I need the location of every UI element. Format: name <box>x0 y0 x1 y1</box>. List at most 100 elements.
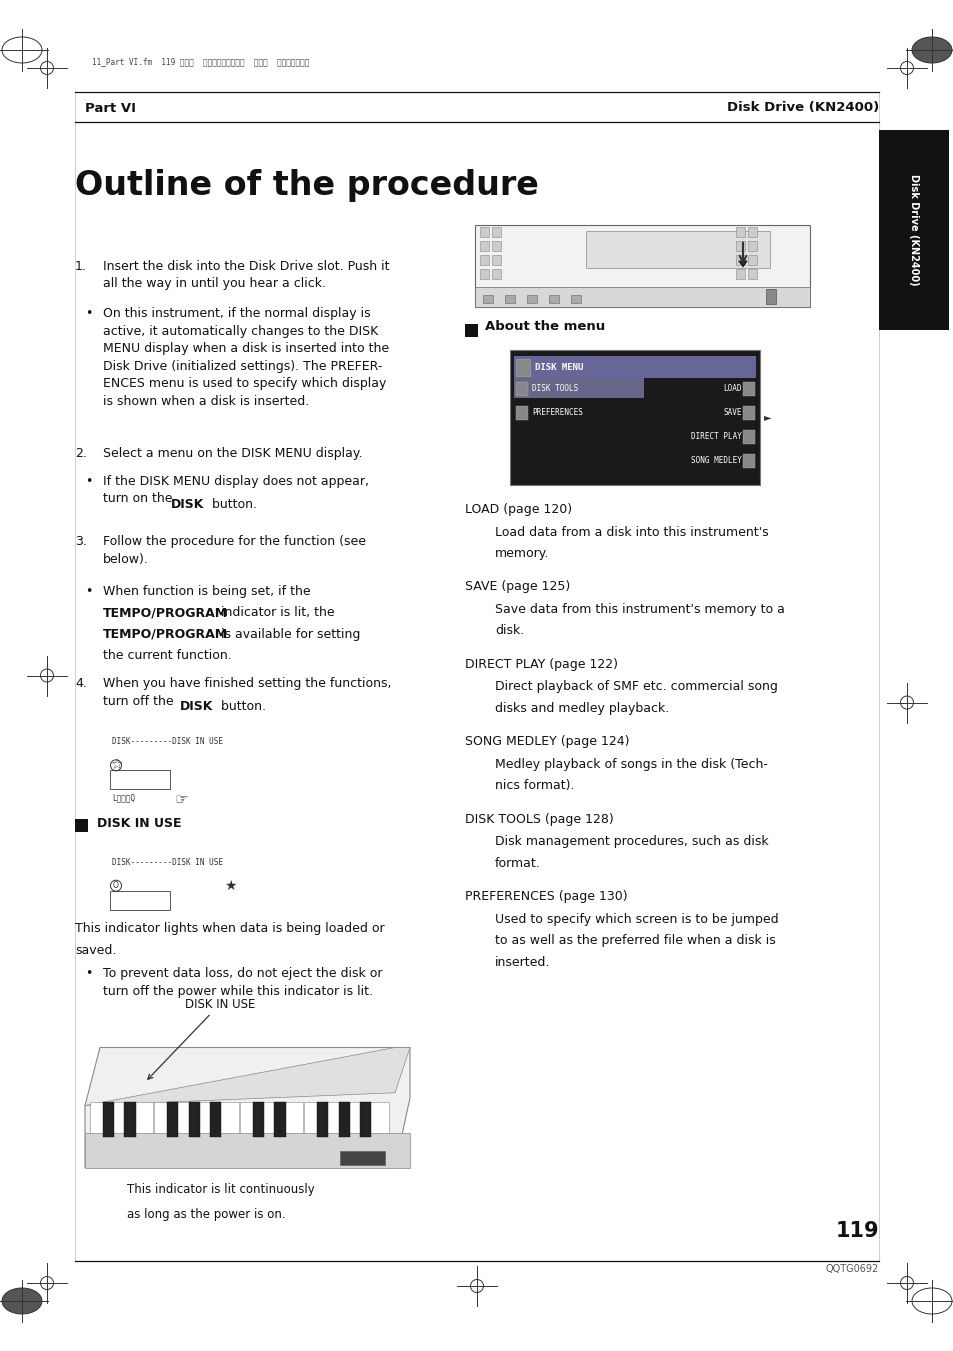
Text: DISK IN USE: DISK IN USE <box>97 816 181 830</box>
Text: DISK: DISK <box>180 700 213 713</box>
Bar <box>736 227 744 236</box>
Bar <box>514 357 755 378</box>
Text: SONG MEDLEY (page 124): SONG MEDLEY (page 124) <box>464 735 629 748</box>
Text: ☆: ☆ <box>110 758 122 773</box>
Text: Disk Drive (KN2400): Disk Drive (KN2400) <box>908 174 918 286</box>
Bar <box>479 255 489 265</box>
Bar <box>112 1102 132 1162</box>
Bar <box>571 295 580 303</box>
Bar <box>475 286 809 307</box>
Text: Medley playback of songs in the disk (Tech-: Medley playback of songs in the disk (Te… <box>495 758 767 771</box>
Text: O: O <box>113 881 119 890</box>
Bar <box>747 269 757 280</box>
Text: format.: format. <box>495 857 540 870</box>
Bar <box>492 240 500 251</box>
Text: DIRECT PLAY: DIRECT PLAY <box>690 431 741 440</box>
Text: On this instrument, if the normal display is
active, it automatically changes to: On this instrument, if the normal displa… <box>103 307 389 408</box>
Text: disk.: disk. <box>495 624 524 638</box>
Text: L⁠⁠⁠Q: L⁠⁠⁠Q <box>112 793 135 802</box>
Polygon shape <box>85 1047 410 1105</box>
Text: LOAD (page 120): LOAD (page 120) <box>464 503 572 516</box>
Text: ►: ► <box>763 412 771 423</box>
Bar <box>274 1102 285 1138</box>
Text: Insert the disk into the Disk Drive slot. Push it
all the way in until you hear : Insert the disk into the Disk Drive slot… <box>103 259 389 290</box>
Text: disks and medley playback.: disks and medley playback. <box>495 703 669 715</box>
Bar <box>197 1102 217 1162</box>
Bar <box>210 1102 221 1138</box>
Bar <box>492 255 500 265</box>
Text: DISK TOOLS: DISK TOOLS <box>532 384 578 393</box>
Text: 1.: 1. <box>75 259 87 273</box>
Bar <box>479 227 489 236</box>
Text: is available for setting: is available for setting <box>216 628 360 640</box>
Bar <box>304 1102 325 1162</box>
Bar <box>103 1102 114 1138</box>
Bar <box>504 295 515 303</box>
Text: PREFERENCES (page 130): PREFERENCES (page 130) <box>464 890 627 902</box>
Bar <box>482 295 493 303</box>
Text: LOAD: LOAD <box>722 384 741 393</box>
Text: button.: button. <box>216 700 266 713</box>
Bar <box>154 1102 174 1162</box>
Bar <box>132 1102 153 1162</box>
Bar <box>585 231 769 267</box>
Bar <box>479 240 489 251</box>
Text: nics format).: nics format). <box>495 780 574 792</box>
Text: as long as the power is on.: as long as the power is on. <box>127 1208 285 1221</box>
Polygon shape <box>85 1047 410 1167</box>
Bar <box>747 227 757 236</box>
Text: This indicator lights when data is being loaded or: This indicator lights when data is being… <box>75 923 384 935</box>
Text: DIRECT PLAY (page 122): DIRECT PLAY (page 122) <box>464 658 618 671</box>
Bar <box>347 1102 368 1162</box>
Bar <box>75 819 88 832</box>
Text: indicator is lit, the: indicator is lit, the <box>216 607 335 619</box>
Text: DISK TOOLS (page 128): DISK TOOLS (page 128) <box>464 812 613 825</box>
Text: This indicator is lit continuously: This indicator is lit continuously <box>127 1182 314 1196</box>
Bar <box>492 227 500 236</box>
Text: saved.: saved. <box>75 944 116 957</box>
Text: •: • <box>85 967 92 981</box>
Bar <box>240 1102 260 1162</box>
Bar <box>325 1102 346 1162</box>
Text: •: • <box>85 476 92 488</box>
Text: When function is being set, if the: When function is being set, if the <box>103 585 311 597</box>
Text: To prevent data loss, do not eject the disk or
turn off the power while this ind: To prevent data loss, do not eject the d… <box>103 967 382 998</box>
Bar <box>90 1102 111 1162</box>
Bar <box>339 1151 385 1165</box>
Bar <box>878 130 948 330</box>
Text: If the DISK MENU display does not appear,
turn on the: If the DISK MENU display does not appear… <box>103 476 369 505</box>
Text: Load data from a disk into this instrument's: Load data from a disk into this instrume… <box>495 526 768 539</box>
Bar <box>742 382 754 396</box>
Text: inserted.: inserted. <box>495 955 550 969</box>
Text: button.: button. <box>208 497 256 511</box>
Polygon shape <box>738 261 747 267</box>
Bar <box>110 890 170 909</box>
Bar <box>175 1102 196 1162</box>
Text: DISK IN USE: DISK IN USE <box>148 997 254 1079</box>
Bar <box>736 269 744 280</box>
Bar <box>742 454 754 467</box>
Text: •: • <box>85 307 92 320</box>
Text: Used to specify which screen is to be jumped: Used to specify which screen is to be ju… <box>495 912 778 925</box>
Bar <box>516 407 527 420</box>
Bar <box>747 240 757 251</box>
Bar <box>189 1102 199 1138</box>
Text: TEMPO/PROGRAM: TEMPO/PROGRAM <box>103 628 228 640</box>
Text: 11_Part VI.fm  119 ページ  ２００３年２月５日  水曜日  午後２時４３分: 11_Part VI.fm 119 ページ ２００３年２月５日 水曜日 午後２時… <box>91 58 309 66</box>
Text: Direct playback of SMF etc. commercial song: Direct playback of SMF etc. commercial s… <box>495 681 777 693</box>
Bar <box>742 407 754 420</box>
Bar <box>475 226 809 307</box>
Bar <box>516 359 530 376</box>
Text: memory.: memory. <box>495 547 549 561</box>
Bar <box>464 324 477 336</box>
Bar <box>510 350 760 485</box>
Text: ☞: ☞ <box>174 792 189 808</box>
Text: •: • <box>85 585 92 597</box>
Text: the current function.: the current function. <box>103 648 232 662</box>
Ellipse shape <box>2 1288 42 1315</box>
Bar <box>368 1102 389 1162</box>
Text: Part VI: Part VI <box>85 101 136 115</box>
Text: to as well as the preferred file when a disk is: to as well as the preferred file when a … <box>495 934 775 947</box>
Bar <box>167 1102 178 1138</box>
Text: About the menu: About the menu <box>484 319 604 332</box>
